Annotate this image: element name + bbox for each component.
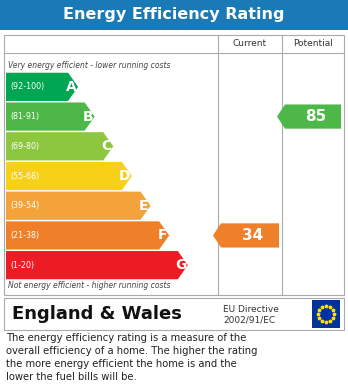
Text: Very energy efficient - lower running costs: Very energy efficient - lower running co… <box>8 61 171 70</box>
Polygon shape <box>6 221 169 249</box>
Text: 34: 34 <box>242 228 264 243</box>
Text: lower the fuel bills will be.: lower the fuel bills will be. <box>6 372 137 382</box>
Polygon shape <box>6 162 132 190</box>
Text: overall efficiency of a home. The higher the rating: overall efficiency of a home. The higher… <box>6 346 258 356</box>
Polygon shape <box>6 73 78 101</box>
Bar <box>4 298 344 330</box>
Text: G: G <box>175 258 187 272</box>
Text: E: E <box>139 199 148 213</box>
Text: Current: Current <box>233 39 267 48</box>
Text: Not energy efficient - higher running costs: Not energy efficient - higher running co… <box>8 282 171 291</box>
Polygon shape <box>213 223 279 248</box>
Text: 2002/91/EC: 2002/91/EC <box>223 315 275 324</box>
Text: (81-91): (81-91) <box>10 112 39 121</box>
Text: England & Wales: England & Wales <box>12 305 182 323</box>
Polygon shape <box>6 192 151 220</box>
Text: A: A <box>66 80 77 94</box>
Text: the more energy efficient the home is and the: the more energy efficient the home is an… <box>6 359 237 369</box>
Bar <box>0 0 348 30</box>
Text: C: C <box>101 139 111 153</box>
Text: (55-68): (55-68) <box>10 172 39 181</box>
Text: (39-54): (39-54) <box>10 201 39 210</box>
Text: (92-100): (92-100) <box>10 83 44 91</box>
Text: Energy Efficiency Rating: Energy Efficiency Rating <box>63 7 285 23</box>
Polygon shape <box>6 132 113 160</box>
Text: The energy efficiency rating is a measure of the: The energy efficiency rating is a measur… <box>6 333 246 343</box>
Text: F: F <box>157 228 167 242</box>
Text: B: B <box>82 109 93 124</box>
Text: (69-80): (69-80) <box>10 142 39 151</box>
Polygon shape <box>6 102 95 131</box>
Bar <box>312 300 340 328</box>
Text: D: D <box>119 169 130 183</box>
Polygon shape <box>6 251 188 279</box>
Text: (1-20): (1-20) <box>10 261 34 270</box>
Bar <box>4 35 344 295</box>
Text: 85: 85 <box>306 109 327 124</box>
Text: (21-38): (21-38) <box>10 231 39 240</box>
Text: Potential: Potential <box>293 39 333 48</box>
Text: EU Directive: EU Directive <box>223 305 279 314</box>
Polygon shape <box>277 104 341 129</box>
